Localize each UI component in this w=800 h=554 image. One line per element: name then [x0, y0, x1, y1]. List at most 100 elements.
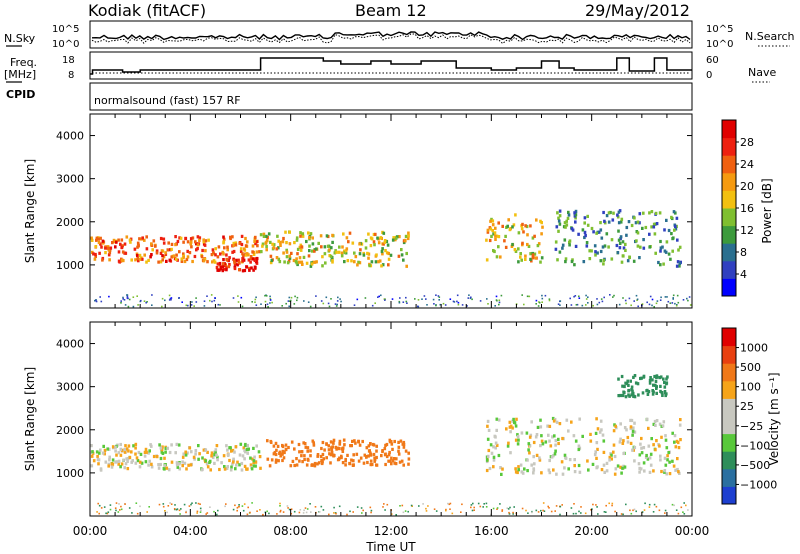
heatmap-cell	[325, 234, 329, 238]
heatmap-cell	[473, 509, 475, 511]
heatmap-cell	[314, 506, 317, 508]
heatmap-cell	[293, 447, 296, 451]
heatmap-cell	[356, 263, 359, 267]
heatmap-cell	[293, 510, 296, 513]
heatmap-cell	[219, 304, 221, 306]
heatmap-cell	[573, 503, 575, 505]
heatmap-cell	[395, 457, 398, 461]
heatmap-cell	[124, 304, 127, 306]
heatmap-cell	[471, 509, 474, 512]
heatmap-cell	[275, 448, 278, 452]
heatmap-cell	[223, 467, 227, 471]
heatmap-cell	[653, 419, 657, 424]
heatmap-cell	[492, 507, 495, 510]
heatmap-cell	[189, 463, 193, 467]
heatmap-cell	[638, 466, 641, 470]
heatmap-cell	[529, 433, 533, 437]
heatmap-cell	[243, 457, 246, 461]
heatmap-cell	[246, 451, 249, 455]
heatmap-cell	[633, 430, 637, 434]
heatmap-cell	[301, 262, 304, 266]
heatmap-cell	[254, 265, 257, 270]
heatmap-cell	[343, 260, 346, 264]
heatmap-cell	[345, 247, 349, 251]
heatmap-cell	[643, 509, 646, 511]
heatmap-cell	[134, 461, 138, 465]
heatmap-cell	[634, 221, 638, 225]
heatmap-cell	[132, 305, 135, 308]
heatmap-cell	[254, 298, 257, 301]
power-panel-frame	[89, 113, 693, 309]
heatmap-cell	[445, 509, 447, 512]
heatmap-cell	[506, 224, 509, 228]
heatmap-cell	[150, 253, 153, 257]
heatmap-cell	[106, 512, 109, 515]
heatmap-cell	[438, 296, 441, 298]
heatmap-cell	[358, 261, 362, 265]
heatmap-cell	[225, 466, 229, 470]
heatmap-cell	[132, 296, 135, 298]
heatmap-cell	[648, 245, 651, 249]
heatmap-cell	[219, 265, 223, 269]
freq-left-tick-top: 18	[62, 55, 75, 66]
heatmap-cell	[196, 512, 198, 514]
heatmap-cell	[170, 242, 174, 246]
heatmap-cell	[259, 509, 261, 511]
heatmap-cell	[495, 295, 498, 298]
heatmap-cell	[442, 302, 445, 305]
heatmap-cell	[214, 253, 217, 257]
heatmap-cell	[130, 258, 133, 262]
heatmap-cell	[330, 450, 334, 454]
heatmap-cell	[495, 255, 499, 259]
heatmap-cell	[92, 252, 95, 256]
heatmap-cell	[665, 377, 668, 381]
colorbar-segment	[722, 172, 736, 191]
heatmap-cell	[575, 512, 577, 515]
heatmap-cell	[605, 469, 609, 473]
heatmap-cell	[509, 506, 511, 509]
heatmap-cell	[346, 513, 348, 516]
heatmap-cell	[560, 460, 564, 464]
heatmap-cell	[648, 232, 651, 236]
heatmap-cell	[539, 219, 542, 223]
heatmap-cell	[274, 441, 278, 445]
heatmap-cell	[131, 512, 133, 514]
heatmap-cell	[602, 258, 606, 262]
heatmap-cell	[406, 302, 408, 304]
heatmap-cell	[365, 446, 369, 450]
heatmap-cell	[241, 305, 244, 308]
heatmap-cell	[555, 472, 558, 476]
heatmap-cell	[538, 301, 540, 303]
heatmap-cell	[300, 454, 303, 458]
heatmap-cell	[178, 467, 181, 471]
heatmap-cell	[548, 424, 552, 428]
heatmap-cell	[580, 506, 582, 508]
heatmap-cell	[321, 440, 325, 445]
y-tick-label: 2000	[56, 424, 84, 437]
heatmap-cell	[136, 295, 138, 297]
heatmap-cell	[633, 446, 637, 450]
heatmap-cell	[120, 505, 122, 508]
heatmap-cell	[295, 457, 298, 461]
heatmap-cell	[600, 236, 604, 240]
heatmap-cell	[130, 460, 133, 464]
heatmap-cell	[284, 443, 288, 447]
heatmap-cell	[330, 448, 334, 452]
heatmap-cell	[249, 511, 251, 514]
colorbar-segment	[722, 380, 736, 399]
heatmap-cell	[601, 433, 605, 437]
heatmap-cell	[596, 303, 599, 306]
heatmap-cell	[325, 296, 328, 299]
heatmap-cell	[279, 510, 282, 513]
heatmap-cell	[124, 503, 126, 505]
heatmap-cell	[285, 241, 288, 245]
heatmap-cell	[617, 377, 620, 381]
heatmap-cell	[673, 434, 677, 438]
heatmap-cell	[538, 301, 541, 304]
heatmap-cell	[557, 216, 560, 220]
heatmap-cell	[163, 464, 167, 468]
colorbar-tick-label: −100	[740, 439, 770, 452]
heatmap-cell	[203, 257, 207, 261]
heatmap-cell	[236, 507, 239, 509]
heatmap-cell	[255, 250, 259, 254]
